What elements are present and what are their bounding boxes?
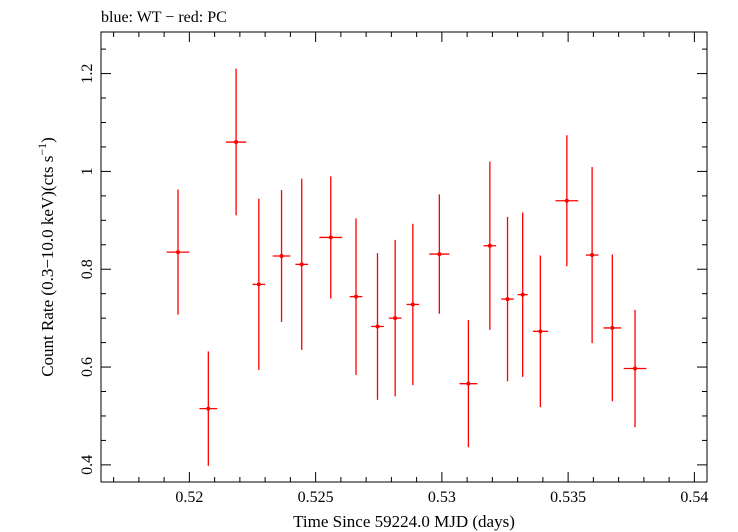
data-point: [319, 176, 343, 299]
point-marker: [328, 235, 333, 240]
y-tick-label: 0.8: [79, 259, 96, 279]
point-marker: [206, 406, 211, 411]
data-point: [166, 189, 190, 315]
point-marker: [279, 254, 284, 259]
point-marker: [564, 198, 569, 203]
point-marker: [590, 253, 595, 258]
point-marker: [234, 140, 239, 145]
y-tick-label: 1.2: [79, 64, 96, 84]
plot-frame: [100, 31, 708, 483]
y-axis-label-close: ): [38, 137, 57, 143]
data-point: [371, 253, 384, 400]
y-tick-label: 0.6: [79, 357, 96, 377]
x-tick-label: 0.525: [298, 489, 334, 506]
data-point: [252, 198, 266, 370]
data-point: [517, 212, 528, 377]
y-axis-label-exponent: −1: [35, 143, 49, 156]
point-marker: [487, 243, 492, 248]
data-point: [483, 161, 497, 330]
point-marker: [437, 252, 442, 257]
data-point: [349, 218, 363, 375]
data-point: [603, 254, 622, 402]
point-marker: [538, 329, 543, 334]
point-marker: [299, 262, 304, 267]
point-marker: [520, 292, 525, 297]
y-tick-label: 1: [79, 167, 96, 175]
point-marker: [505, 297, 510, 302]
y-axis-label-main: Count Rate (0.3−10.0 keV)(cts s: [38, 156, 57, 377]
y-axis-label: Count Rate (0.3−10.0 keV)(cts s−1): [35, 137, 57, 377]
data-point: [406, 223, 420, 386]
data-point: [429, 194, 450, 314]
x-tick-label: 0.53: [428, 489, 456, 506]
data-point: [532, 255, 548, 408]
data-point: [199, 351, 218, 466]
y-tick-label: 0.4: [79, 455, 96, 475]
data-point: [459, 320, 478, 448]
y-axis-ticks: [101, 48, 707, 466]
point-marker: [256, 282, 261, 287]
data-point: [388, 239, 402, 397]
x-axis-label: Time Since 59224.0 MJD (days): [293, 512, 515, 531]
data-point: [585, 167, 599, 344]
data-point: [225, 68, 247, 216]
data-point: [295, 178, 309, 350]
point-marker: [410, 302, 415, 307]
y-axis-tick-labels: 0.4 0.6 0.8 1 1.2: [79, 64, 96, 475]
point-marker: [466, 381, 471, 386]
data-point: [272, 189, 291, 323]
data-point: [623, 309, 647, 428]
data-point: [501, 216, 514, 382]
x-tick-label: 0.54: [680, 489, 708, 506]
point-marker: [354, 294, 359, 299]
point-marker: [393, 316, 398, 321]
x-tick-label: 0.535: [550, 489, 586, 506]
data-points: [166, 68, 647, 466]
point-marker: [176, 250, 181, 255]
data-point: [555, 135, 579, 267]
x-axis-tick-labels: 0.52 0.525 0.53 0.535 0.54: [175, 489, 708, 506]
point-marker: [375, 324, 380, 329]
point-marker: [610, 325, 615, 330]
point-marker: [633, 366, 638, 371]
chart-title: blue: WT − red: PC: [101, 9, 227, 26]
x-tick-label: 0.52: [175, 489, 203, 506]
x-axis-ticks: [113, 32, 695, 482]
